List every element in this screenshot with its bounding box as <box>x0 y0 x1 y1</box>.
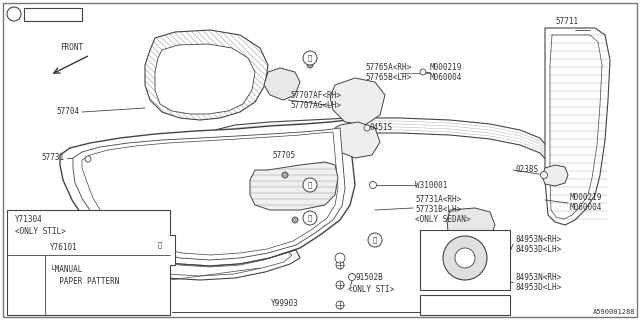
Circle shape <box>153 238 167 252</box>
Circle shape <box>364 125 370 131</box>
Circle shape <box>303 211 317 225</box>
Circle shape <box>541 172 547 179</box>
Text: Y99903: Y99903 <box>271 299 299 308</box>
Text: FRONT: FRONT <box>60 43 84 52</box>
Circle shape <box>303 51 317 65</box>
Text: 57711: 57711 <box>555 18 578 27</box>
Text: M000219: M000219 <box>570 194 602 203</box>
Circle shape <box>369 181 376 188</box>
Text: 57731A<RH>: 57731A<RH> <box>415 196 461 204</box>
Text: <ONLY STI>: <ONLY STI> <box>348 285 394 294</box>
Text: 0238S: 0238S <box>515 165 538 174</box>
Text: 0451S: 0451S <box>370 124 393 132</box>
Text: <ONLY STIL>: <ONLY STIL> <box>15 228 66 236</box>
Text: W140007: W140007 <box>35 11 70 20</box>
Circle shape <box>307 62 313 68</box>
Text: 57707AF<RH>: 57707AF<RH> <box>290 91 341 100</box>
Text: ①: ① <box>308 55 312 61</box>
Polygon shape <box>82 132 338 255</box>
Text: 57707AG<LH>: 57707AG<LH> <box>290 100 341 109</box>
Text: ①: ① <box>308 215 312 221</box>
Text: 57705: 57705 <box>272 150 295 159</box>
Text: ①: ① <box>308 182 312 188</box>
Polygon shape <box>542 165 568 186</box>
Text: M000219: M000219 <box>430 63 462 73</box>
Polygon shape <box>447 208 495 242</box>
Text: M060004: M060004 <box>430 74 462 83</box>
Text: 57765A<RH>: 57765A<RH> <box>365 63 412 73</box>
Circle shape <box>420 69 426 75</box>
Text: 84953D<LH>: 84953D<LH> <box>515 284 561 292</box>
Polygon shape <box>95 238 300 280</box>
Text: 57731B<LH>: 57731B<LH> <box>415 205 461 214</box>
Text: ①: ① <box>158 242 162 248</box>
Text: Y76101: Y76101 <box>50 243 77 252</box>
Text: 57731: 57731 <box>42 154 65 163</box>
Text: 84953D<LH>: 84953D<LH> <box>515 245 561 254</box>
Polygon shape <box>420 230 510 290</box>
Polygon shape <box>545 28 610 225</box>
Circle shape <box>303 178 317 192</box>
Text: 91502B: 91502B <box>355 274 383 283</box>
Circle shape <box>85 156 91 162</box>
Text: 84953N<RH>: 84953N<RH> <box>515 236 561 244</box>
Text: 57704: 57704 <box>57 108 80 116</box>
Polygon shape <box>145 30 268 120</box>
Polygon shape <box>330 78 385 125</box>
Text: 84953N<RH>: 84953N<RH> <box>515 274 561 283</box>
Text: 57765B<LH>: 57765B<LH> <box>365 74 412 83</box>
Circle shape <box>336 261 344 269</box>
Circle shape <box>349 274 355 281</box>
Polygon shape <box>7 210 175 315</box>
Polygon shape <box>250 162 338 210</box>
Polygon shape <box>73 128 345 260</box>
Text: <ONLY SEDAN>: <ONLY SEDAN> <box>415 215 470 225</box>
Polygon shape <box>333 122 380 158</box>
Circle shape <box>7 7 21 21</box>
Text: W310001: W310001 <box>415 180 447 189</box>
Circle shape <box>455 248 475 268</box>
Text: Y71304: Y71304 <box>15 215 43 225</box>
Polygon shape <box>155 44 255 114</box>
Circle shape <box>443 236 487 280</box>
Circle shape <box>336 281 344 289</box>
Text: A590001288: A590001288 <box>593 309 635 315</box>
Polygon shape <box>215 118 548 162</box>
Polygon shape <box>60 120 355 266</box>
Text: ①: ① <box>373 237 377 243</box>
Text: PAPER PATTERN: PAPER PATTERN <box>50 277 120 286</box>
Circle shape <box>335 253 345 263</box>
Circle shape <box>336 301 344 309</box>
FancyBboxPatch shape <box>24 8 82 21</box>
Circle shape <box>282 172 288 178</box>
Polygon shape <box>420 295 510 315</box>
Polygon shape <box>264 68 300 100</box>
Text: M060004: M060004 <box>570 204 602 212</box>
Circle shape <box>292 217 298 223</box>
Circle shape <box>147 232 153 238</box>
Text: 1: 1 <box>12 10 17 19</box>
Text: └MANUAL: └MANUAL <box>50 266 83 275</box>
Circle shape <box>368 233 382 247</box>
